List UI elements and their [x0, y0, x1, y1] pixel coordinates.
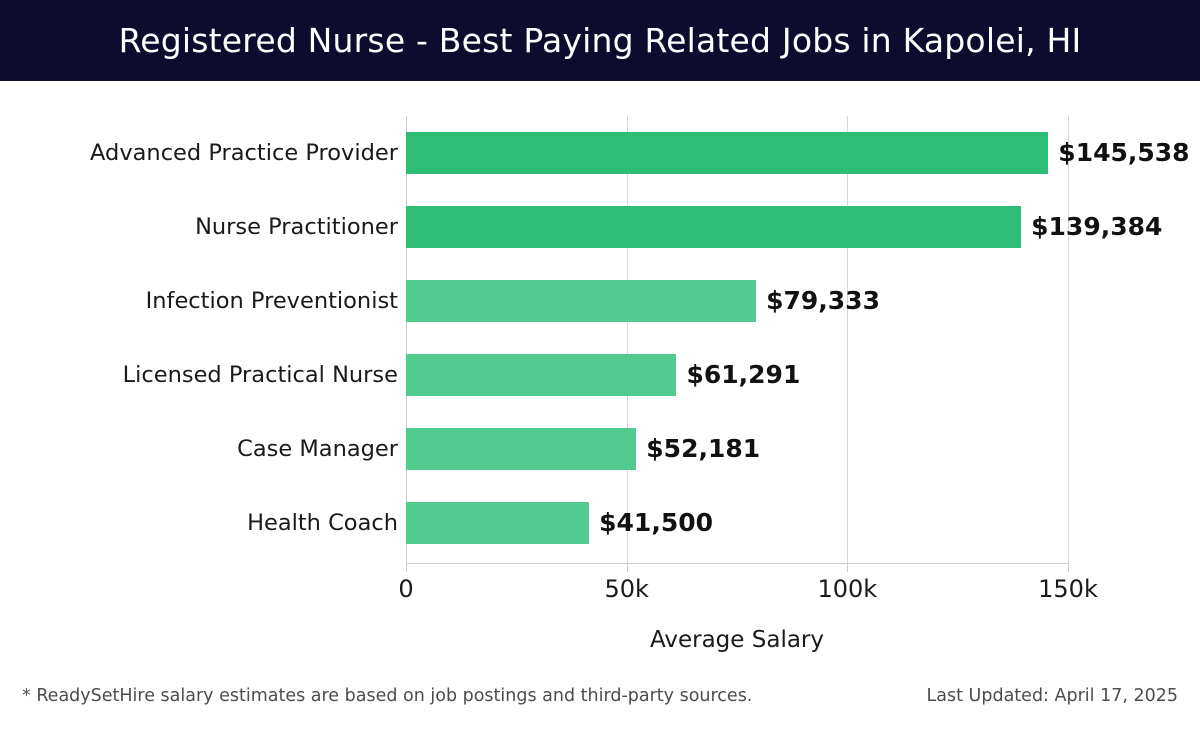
- x-axis-line: [406, 563, 1069, 564]
- bar-value-label: $61,291: [686, 360, 801, 389]
- bar[interactable]: [406, 502, 590, 544]
- x-tick-0: [406, 563, 407, 572]
- last-updated-label: Last Updated: April 17, 2025: [926, 686, 1178, 706]
- x-tick-100k: [847, 563, 849, 572]
- bar-row: Advanced Practice Provider $145,538: [0, 116, 1200, 190]
- chart-area: 0 50k 100k 150k Advanced Practice Provider $1…: [0, 81, 1200, 666]
- x-tick-label-50k: 50k: [604, 575, 649, 603]
- gridline-0: [406, 116, 407, 564]
- x-tick-label-0: 0: [398, 575, 414, 603]
- bar-value-label: $52,181: [646, 434, 761, 463]
- bar-value-label: $41,500: [599, 508, 714, 537]
- bar-row: Health Coach $41,500: [0, 486, 1200, 560]
- bar-row: Infection Preventionist $79,333: [0, 264, 1200, 338]
- footnote-disclaimer: * ReadySetHire salary estimates are base…: [22, 686, 753, 706]
- chart-footer: * ReadySetHire salary estimates are base…: [0, 666, 1200, 740]
- bar-category-label: Case Manager: [237, 436, 398, 462]
- x-tick-150k: [1068, 563, 1069, 572]
- x-tick-label-150k: 150k: [1038, 575, 1098, 603]
- page-title: Registered Nurse - Best Paying Related J…: [118, 21, 1082, 60]
- bar[interactable]: [406, 354, 677, 396]
- bar-value-label: $79,333: [766, 286, 880, 315]
- bar-row: Case Manager $52,181: [0, 412, 1200, 486]
- gridline-50k: [626, 116, 628, 564]
- chart-header-bar: Registered Nurse - Best Paying Related J…: [0, 0, 1200, 81]
- x-tick-50k: [626, 563, 628, 572]
- bar-category-label: Licensed Practical Nurse: [122, 362, 398, 388]
- bar-row: Nurse Practitioner $139,384: [0, 190, 1200, 264]
- x-tick-label-100k: 100k: [817, 575, 878, 603]
- bar-row: Licensed Practical Nurse $61,291: [0, 338, 1200, 412]
- plot-area: [406, 116, 1069, 564]
- gridline-100k: [847, 116, 849, 564]
- gridline-150k: [1068, 116, 1069, 564]
- bar[interactable]: [406, 428, 637, 470]
- bar-category-label: Advanced Practice Provider: [90, 140, 398, 166]
- bar[interactable]: [406, 206, 1022, 248]
- bar[interactable]: [406, 280, 757, 322]
- bar-category-label: Infection Preventionist: [145, 288, 398, 314]
- bar-category-label: Nurse Practitioner: [195, 214, 398, 240]
- bar[interactable]: [406, 132, 1049, 174]
- bar-value-label: $145,538: [1058, 138, 1190, 167]
- bar-category-label: Health Coach: [247, 510, 398, 536]
- x-axis-title: Average Salary: [649, 627, 824, 653]
- bar-value-label: $139,384: [1031, 212, 1163, 241]
